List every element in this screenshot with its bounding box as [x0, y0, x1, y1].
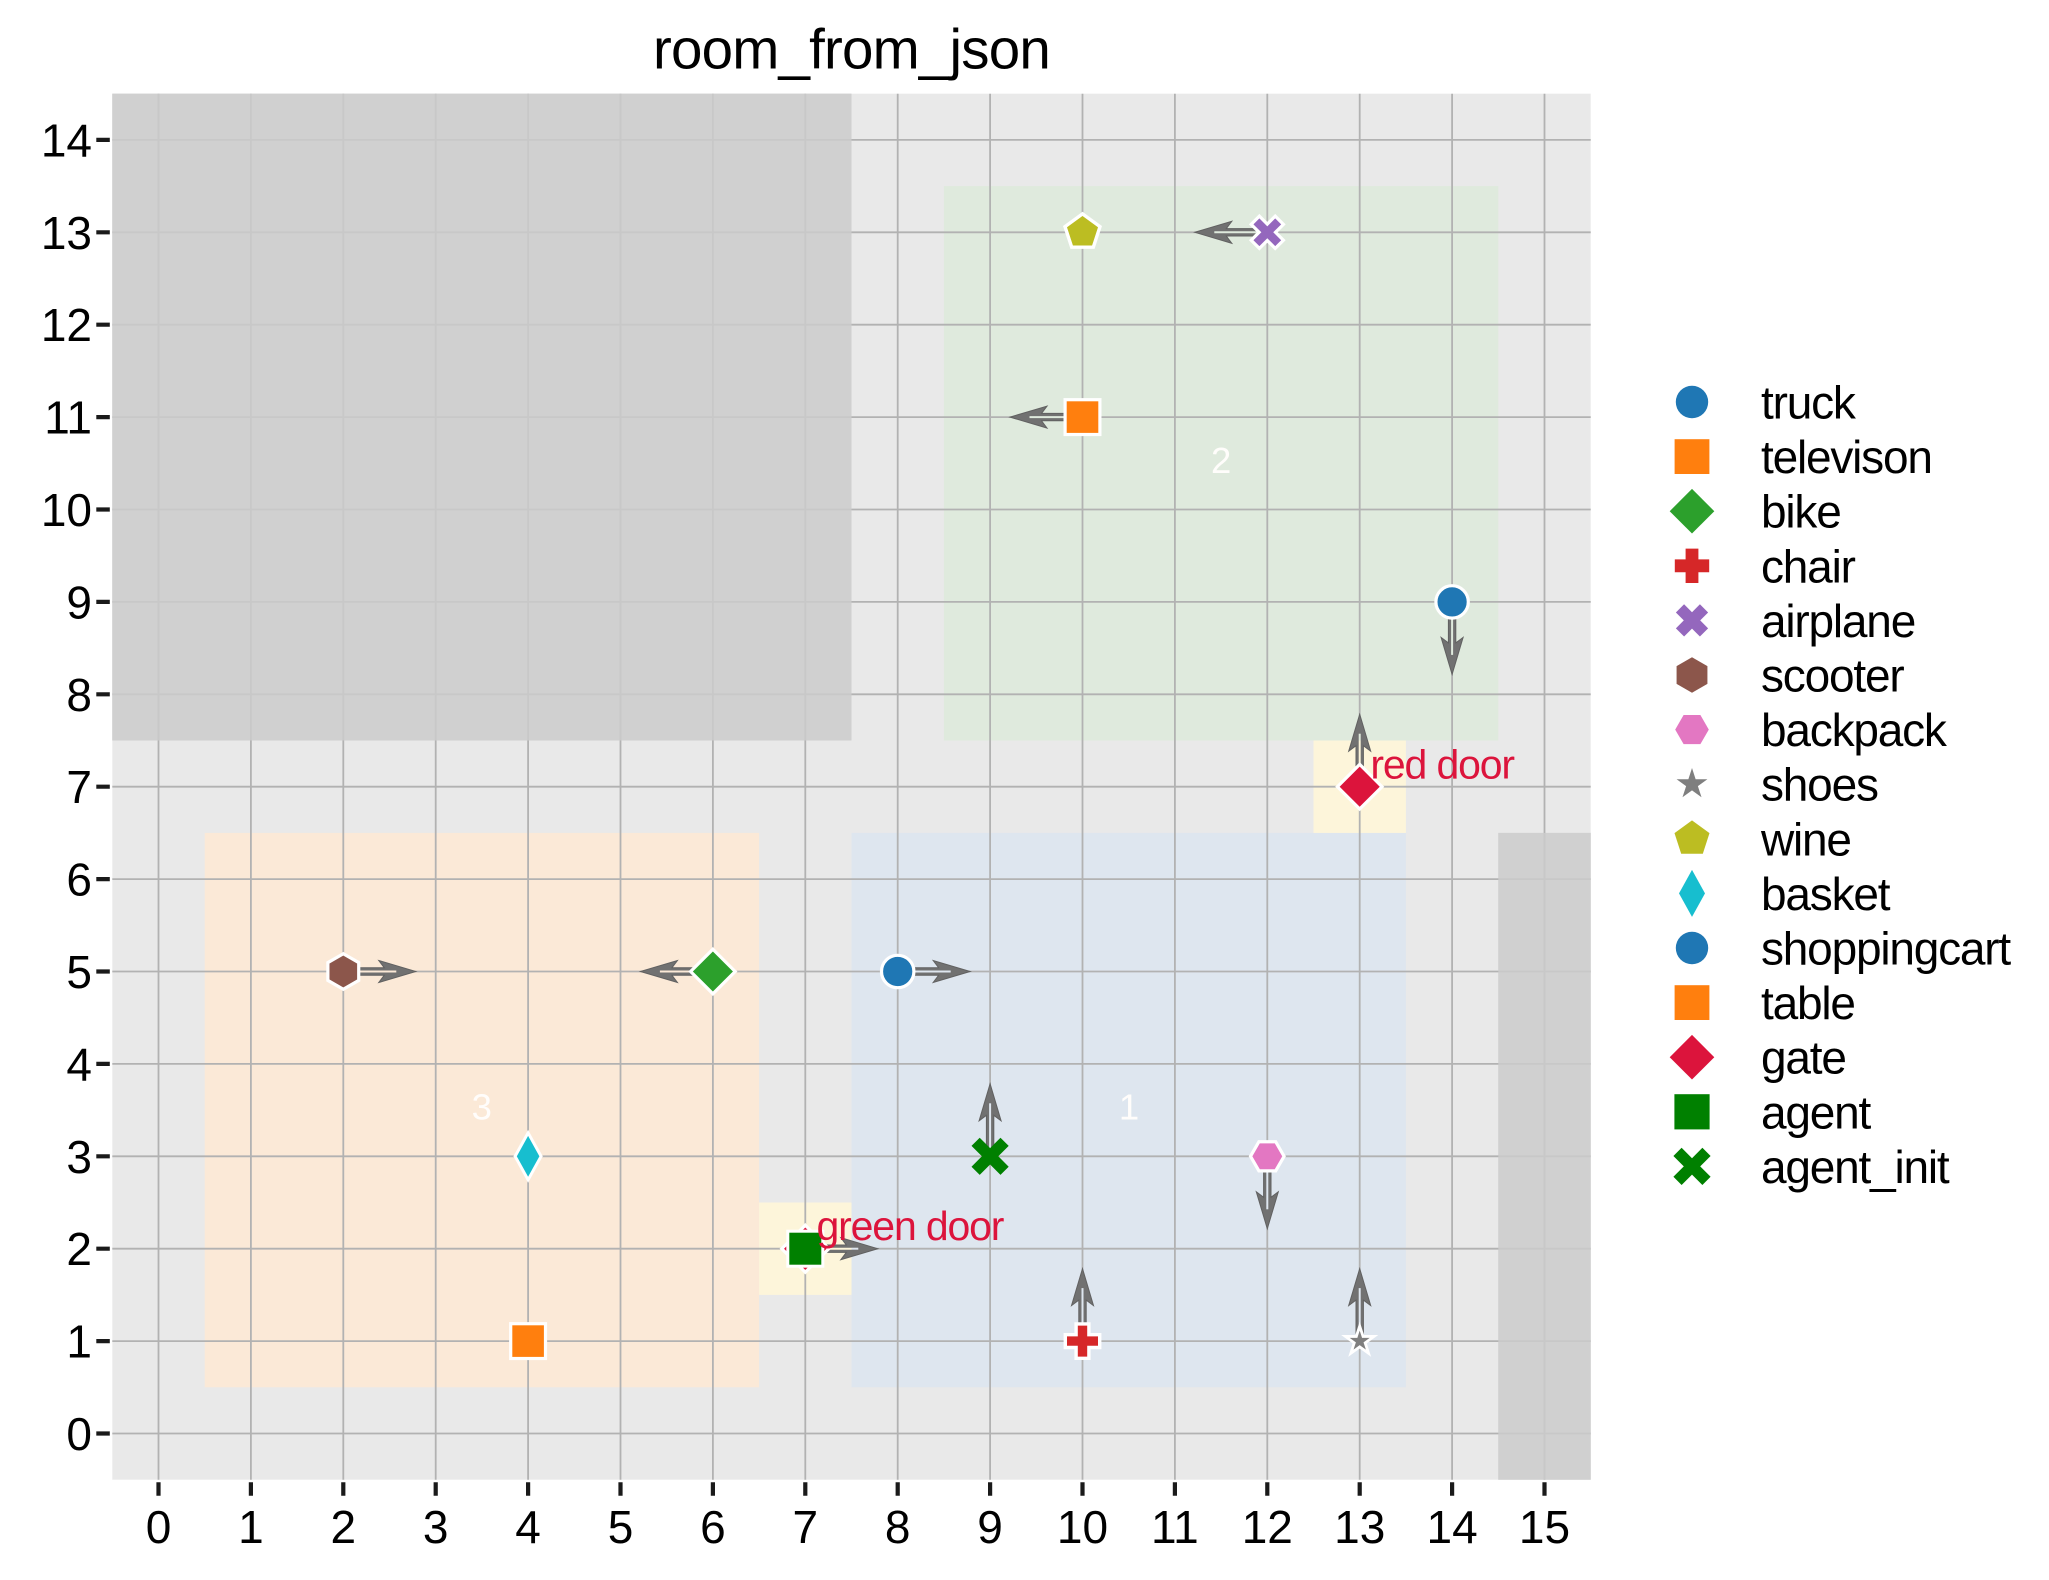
svg-text:5: 5 [66, 946, 92, 998]
svg-text:9: 9 [977, 1501, 1003, 1553]
svg-text:4: 4 [515, 1501, 541, 1553]
svg-text:agent: agent [1761, 1086, 1872, 1138]
svg-text:9: 9 [66, 576, 92, 628]
svg-text:13: 13 [1334, 1501, 1385, 1553]
svg-text:2: 2 [331, 1501, 357, 1553]
svg-text:2: 2 [1211, 440, 1231, 481]
svg-text:1: 1 [1119, 1087, 1139, 1128]
svg-text:7: 7 [66, 761, 92, 813]
svg-text:3: 3 [66, 1131, 92, 1183]
svg-text:truck: truck [1761, 377, 1857, 429]
svg-text:0: 0 [146, 1501, 172, 1553]
svg-text:wine: wine [1760, 813, 1851, 865]
svg-text:backpack: backpack [1761, 704, 1948, 756]
svg-text:14: 14 [41, 114, 92, 166]
svg-text:8: 8 [885, 1501, 911, 1553]
svg-text:11: 11 [1151, 1501, 1199, 1553]
svg-text:1: 1 [66, 1316, 92, 1368]
svg-text:2: 2 [66, 1223, 92, 1275]
svg-text:gate: gate [1761, 1032, 1846, 1084]
svg-text:shoes: shoes [1761, 759, 1878, 811]
svg-text:3: 3 [423, 1501, 449, 1553]
svg-text:bike: bike [1761, 486, 1841, 538]
svg-text:5: 5 [608, 1501, 634, 1553]
svg-text:14: 14 [1427, 1501, 1478, 1553]
svg-text:1: 1 [238, 1501, 264, 1553]
svg-text:6: 6 [66, 854, 92, 906]
svg-text:room_from_json: room_from_json [653, 18, 1050, 81]
svg-text:agent_init: agent_init [1761, 1141, 1950, 1193]
svg-text:10: 10 [1057, 1501, 1108, 1553]
svg-text:shoppingcart: shoppingcart [1761, 923, 2011, 975]
svg-text:red door: red door [1370, 742, 1514, 788]
svg-text:3: 3 [472, 1087, 492, 1128]
svg-text:green door: green door [817, 1203, 1004, 1249]
svg-text:table: table [1761, 977, 1855, 1029]
svg-text:airplane: airplane [1761, 595, 1915, 647]
svg-text:6: 6 [700, 1501, 726, 1553]
svg-text:7: 7 [793, 1501, 819, 1553]
svg-text:0: 0 [66, 1408, 92, 1460]
svg-text:4: 4 [66, 1038, 92, 1090]
svg-text:8: 8 [66, 669, 92, 721]
svg-text:12: 12 [41, 299, 92, 351]
svg-text:televison: televison [1761, 431, 1932, 483]
svg-text:chair: chair [1761, 540, 1856, 592]
svg-text:11: 11 [44, 392, 92, 444]
svg-text:12: 12 [1242, 1501, 1293, 1553]
svg-text:13: 13 [41, 207, 92, 259]
svg-text:basket: basket [1761, 868, 1891, 920]
svg-text:15: 15 [1519, 1501, 1570, 1553]
svg-text:scooter: scooter [1761, 650, 1904, 702]
svg-text:10: 10 [41, 484, 92, 536]
